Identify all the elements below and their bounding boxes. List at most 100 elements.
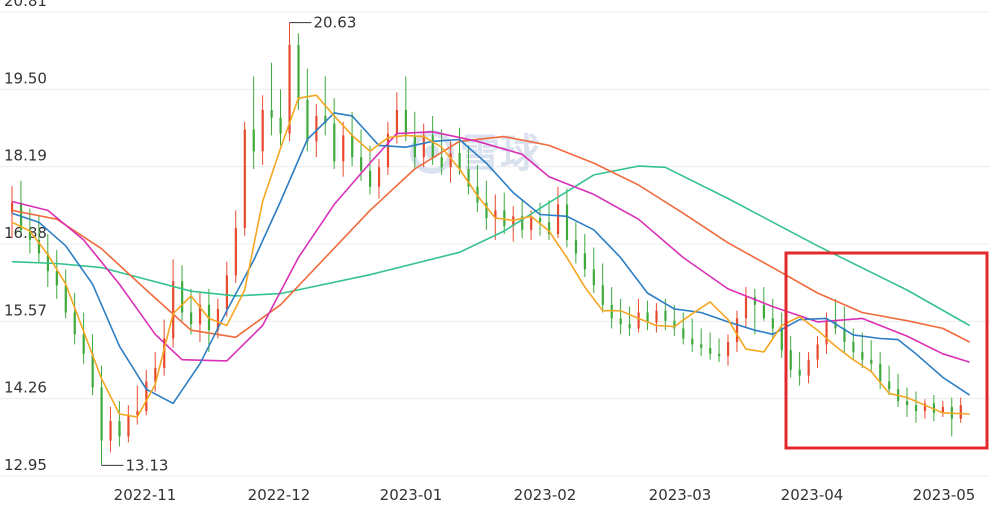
candle-body — [673, 320, 676, 329]
candle-body — [458, 153, 461, 170]
candle-body — [592, 269, 595, 286]
candle-body — [574, 239, 578, 254]
candle-body — [449, 153, 452, 168]
candle-body — [109, 421, 112, 441]
candle — [458, 127, 461, 175]
candle-body — [181, 281, 184, 313]
candle — [261, 95, 264, 165]
candle-body — [369, 170, 372, 187]
candle-body — [637, 312, 640, 329]
candle — [950, 397, 953, 437]
candle — [172, 259, 175, 348]
candle-body — [735, 318, 739, 342]
candle — [342, 121, 345, 177]
candle-body — [906, 401, 909, 406]
min-price-label: 13.13 — [126, 456, 169, 474]
candle-body — [404, 109, 407, 136]
candle — [37, 216, 41, 264]
ma-line-ma5 — [11, 94, 970, 418]
candle — [64, 269, 67, 319]
candle-body — [539, 218, 542, 223]
candle-body — [727, 341, 730, 357]
annotations: 20.63 13.13 — [101, 14, 356, 474]
candle-body — [422, 135, 425, 158]
candle — [906, 387, 909, 417]
x-tick-label: 2023-04 — [781, 486, 844, 504]
candle-body — [127, 415, 130, 437]
candle-body — [825, 320, 828, 345]
candle — [870, 340, 873, 372]
candle-body — [11, 202, 14, 213]
candle — [145, 369, 148, 416]
candle-body — [306, 99, 309, 142]
candle-body — [297, 45, 300, 100]
candle-body — [843, 328, 846, 342]
candle — [82, 312, 85, 364]
candle — [709, 332, 712, 360]
candle-body — [198, 304, 202, 325]
candle — [753, 288, 757, 335]
candle — [404, 76, 407, 142]
candle — [646, 300, 649, 331]
candle — [216, 298, 220, 339]
candle-body — [744, 297, 748, 319]
candle-body — [512, 216, 515, 227]
candle-body — [64, 285, 67, 313]
candle-body — [610, 304, 613, 319]
candle — [735, 310, 739, 353]
candle-body — [73, 312, 76, 335]
ma-line-ma30 — [11, 135, 970, 343]
ma-line-ma60 — [11, 165, 970, 327]
candle — [333, 98, 336, 170]
candle — [270, 62, 273, 136]
candle — [225, 261, 228, 317]
candle — [959, 397, 962, 423]
candle — [109, 406, 112, 453]
candle-body — [118, 421, 121, 437]
candle-body — [494, 210, 497, 219]
max-price-label: 20.63 — [313, 14, 356, 32]
candle — [503, 192, 506, 234]
x-tick-label: 2023-01 — [380, 486, 443, 504]
candle-body — [82, 334, 85, 354]
candle — [369, 145, 372, 195]
x-tick-label: 2023-02 — [514, 486, 577, 504]
candle — [637, 298, 640, 333]
candle-body — [431, 135, 434, 158]
candle — [91, 334, 94, 396]
candle-body — [879, 363, 882, 382]
candle — [100, 365, 103, 466]
y-tick-label: 18.19 — [4, 147, 47, 165]
candle-body — [646, 312, 649, 323]
candle-body — [530, 218, 533, 230]
candle-body — [172, 281, 175, 339]
candle-body — [655, 310, 658, 323]
x-tick-label: 2022-12 — [248, 486, 311, 504]
candle — [127, 405, 130, 443]
candle — [744, 287, 748, 327]
candle — [198, 292, 202, 342]
candle — [279, 89, 282, 146]
candle — [395, 92, 399, 144]
candle — [914, 391, 918, 423]
candle-body — [154, 367, 157, 382]
candle-body — [100, 387, 103, 441]
candle-body — [682, 328, 685, 339]
x-tick-label: 2023-05 — [913, 486, 976, 504]
candle — [619, 298, 622, 335]
candle — [377, 158, 381, 199]
candle — [583, 233, 586, 278]
candle-body — [351, 135, 354, 158]
candle — [628, 306, 631, 337]
candle — [386, 121, 390, 175]
candle — [897, 373, 900, 407]
candle-body — [216, 308, 220, 331]
candle-body — [37, 239, 41, 254]
candle-body — [252, 129, 255, 152]
candle-body — [762, 304, 765, 319]
candle — [548, 200, 551, 240]
candle-body — [342, 135, 345, 162]
candle-body — [941, 406, 944, 413]
ma-line-ma10 — [11, 112, 971, 405]
candle-body — [959, 405, 962, 419]
